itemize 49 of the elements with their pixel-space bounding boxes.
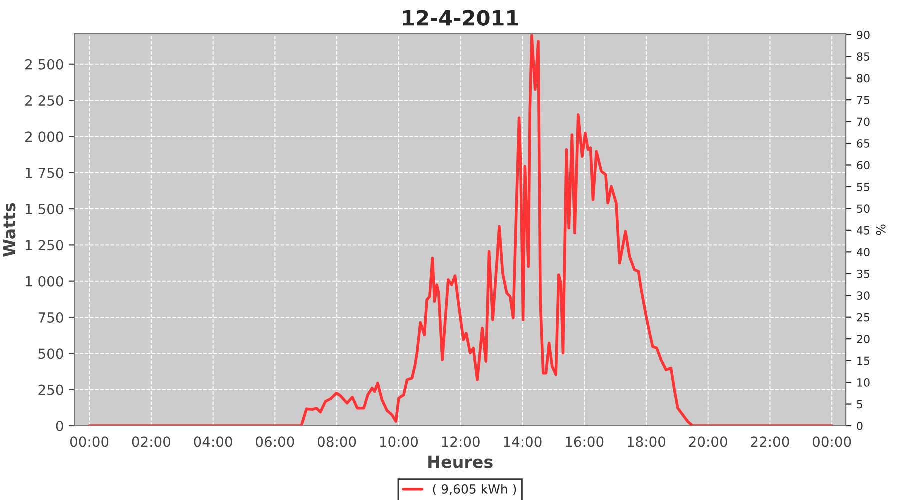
y2-tick-label: 65 xyxy=(857,139,870,148)
y2-tick-label: 45 xyxy=(856,226,870,235)
y2-axis-title: % xyxy=(876,224,886,236)
y-tick-label: 250 xyxy=(38,384,64,396)
y2-tick-label: 30 xyxy=(857,292,870,300)
y2-tick-label: 25 xyxy=(857,313,870,322)
y2-tick-label: 55 xyxy=(857,183,870,192)
y2-tick-label: 40 xyxy=(856,248,870,257)
y-tick-label: 1 500 xyxy=(26,204,64,214)
y2-tick-label: 60 xyxy=(857,161,870,170)
x-tick-label: 12:00 xyxy=(442,436,480,448)
y2-tick-label: 80 xyxy=(857,74,870,83)
y-tick-label: 2 250 xyxy=(26,96,64,106)
x-axis-title: Heures xyxy=(428,456,493,468)
x-tick-label: 10:00 xyxy=(380,436,418,448)
y2-tick-label: 90 xyxy=(857,30,870,40)
x-tick-label: 20:00 xyxy=(689,436,728,448)
x-tick-label: 00:00 xyxy=(70,436,109,448)
y-tick-label: 500 xyxy=(38,348,64,360)
y-tick-label: 2 500 xyxy=(26,59,64,70)
x-tick-label: 00:00 xyxy=(812,436,852,448)
y2-tick-label: 75 xyxy=(857,96,870,104)
y2-tick-label: 10 xyxy=(858,378,870,387)
y2-tick-label: 0 xyxy=(857,422,863,430)
y2-tick-label: 15 xyxy=(858,356,870,366)
y-tick-label: 1 000 xyxy=(26,276,64,287)
y2-tick-label: 35 xyxy=(857,270,870,278)
y-tick-label: 0 xyxy=(56,420,64,432)
y-tick-label: 750 xyxy=(38,312,64,323)
x-tick-label: 22:00 xyxy=(751,436,790,448)
y-tick-label: 2 000 xyxy=(26,132,64,142)
x-tick-label: 08:00 xyxy=(318,436,356,448)
y2-tick-label: 85 xyxy=(857,52,870,61)
y2-tick-label: 20 xyxy=(857,335,870,344)
y2-tick-label: 50 xyxy=(857,204,870,214)
x-tick-label: 16:00 xyxy=(566,436,604,448)
x-tick-label: 18:00 xyxy=(628,436,666,448)
y2-tick-label: 70 xyxy=(857,118,870,126)
line-series xyxy=(88,34,834,426)
y-axis-title: Watts xyxy=(3,203,16,257)
y-tick-label: 1 250 xyxy=(26,240,64,251)
x-tick-label: 04:00 xyxy=(194,436,232,448)
y2-tick-label: 5 xyxy=(857,400,863,409)
x-tick-label: 02:00 xyxy=(132,436,171,448)
chart-title: 12-4-2011 xyxy=(403,10,518,26)
y-tick-label: 1 750 xyxy=(26,168,64,178)
legend-label: ( 9,605 kWh ) xyxy=(433,484,516,496)
x-tick-label: 06:00 xyxy=(256,436,294,448)
x-tick-label: 14:00 xyxy=(504,436,542,448)
